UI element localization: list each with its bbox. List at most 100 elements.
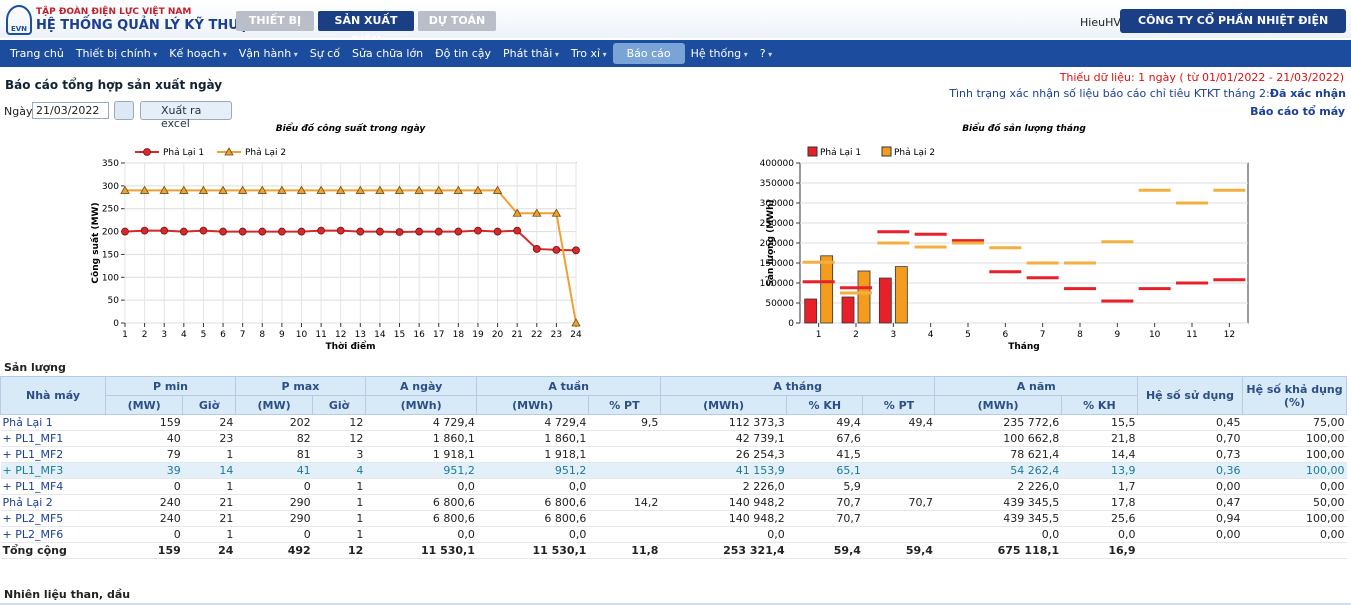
th: (MWh) <box>364 395 478 415</box>
cell: 40 <box>105 430 183 447</box>
y-tick-label: 50 <box>108 296 120 306</box>
row: + PL2_MF5 240 21 290 1 6 800,6 6 800,6 140 948,… <box>0 510 1347 527</box>
nav-item[interactable]: Phát thải <box>497 43 565 64</box>
cell: 112 373,3 <box>660 414 787 431</box>
legend-label: Phả Lại 2 <box>245 147 286 158</box>
cell: 81 <box>235 446 313 463</box>
th: (MW) <box>234 395 314 415</box>
nav-item[interactable]: Trang chủ <box>10 47 64 60</box>
export-button[interactable]: Xuất ra excel <box>140 101 232 130</box>
x-tick-label: 8 <box>1077 330 1083 340</box>
y-tick-label: 50000 <box>765 299 794 309</box>
cell[interactable]: + PL1_MF2 <box>0 446 106 463</box>
cell: 1 <box>182 526 236 543</box>
cell: 0,0 <box>365 478 477 495</box>
cell: 78 621,4 <box>934 446 1062 463</box>
y-tick-label: 100000 <box>760 279 795 289</box>
cell: 0,00 <box>1137 478 1243 495</box>
cell: 1 <box>312 494 366 511</box>
refresh-button[interactable] <box>114 101 134 120</box>
point <box>572 246 580 255</box>
cell: 1,7 <box>1061 478 1138 495</box>
cell: 0,0 <box>660 526 787 543</box>
y-tick-label: 0 <box>788 319 794 329</box>
row: + PL1_MF4 0 1 0 1 0,0 0,0 2 226,0 5,9 2 226,0 1,7 0… <box>0 478 1347 495</box>
nav-item[interactable]: Thiết bị chính <box>70 43 163 64</box>
nav-item[interactable]: ? <box>754 43 778 64</box>
nav-item[interactable]: Sự cố <box>309 47 340 60</box>
unit-report-link[interactable]: Báo cáo tổ máy <box>1250 105 1345 118</box>
nav-item[interactable]: Tro xỉ <box>565 43 613 64</box>
charts: Biểu đồ công suất trong ngày Thời điểm Côn… <box>90 122 1249 352</box>
status-text: Tình trạng xác nhận số liệu báo cáo chỉ … <box>949 87 1270 100</box>
point <box>355 185 365 194</box>
cell: 100 662,8 <box>934 430 1062 447</box>
cell[interactable]: + PL2_MF6 <box>0 526 106 543</box>
cell: 6 800,6 <box>365 510 477 527</box>
cell <box>862 430 935 447</box>
tab[interactable]: DỰ TOÁN <box>418 11 496 31</box>
cell: 0,73 <box>1137 446 1243 463</box>
cell[interactable]: Tổng cộng <box>0 542 106 559</box>
cell: 0,36 <box>1137 462 1243 479</box>
user[interactable]: HieuHV <box>1080 16 1121 29</box>
cell: 12 <box>312 414 366 431</box>
x-tick-label: 6 <box>1002 330 1008 340</box>
point <box>434 227 443 236</box>
point <box>336 185 346 194</box>
tab[interactable]: THIẾT BỊ <box>236 11 314 31</box>
cell: 0,0 <box>476 526 589 543</box>
x-tick-label: 9 <box>279 330 285 340</box>
cell: 11 530,1 <box>365 542 477 559</box>
cell: 24 <box>182 414 236 431</box>
nav-item[interactable]: Báo cáo <box>612 43 685 64</box>
cell: 6 800,6 <box>365 494 477 511</box>
legend-marker <box>224 147 234 156</box>
point <box>532 245 541 253</box>
cell: 290 <box>235 494 313 511</box>
nav-item[interactable]: Vận hành <box>233 43 304 64</box>
row: + PL1_MF1 40 23 82 12 1 860,1 1 860,1 42 739,1 6… <box>0 430 1347 447</box>
cell: 100,00 <box>1242 446 1347 463</box>
bar <box>894 266 908 324</box>
bar <box>841 296 855 324</box>
nav-item[interactable]: Kế hoạch <box>163 43 233 64</box>
cell: 15,5 <box>1061 414 1138 431</box>
cell[interactable]: + PL1_MF1 <box>0 430 106 447</box>
point <box>140 226 149 235</box>
th: Giờ <box>312 395 366 415</box>
legend-label: Phả Lại 1 <box>163 147 204 158</box>
point <box>493 227 502 236</box>
th: A ngày <box>364 376 478 396</box>
date-input[interactable]: 21/03/2022 <box>32 102 109 119</box>
cell: 951,2 <box>365 462 477 479</box>
cell: 1 <box>312 478 366 495</box>
cell[interactable]: Phả Lại 1 <box>0 414 106 431</box>
nav-bar: Trang chủ Thiết bị chínhKế hoạchVận hành S… <box>0 40 1351 67</box>
cell: 159 <box>105 414 183 431</box>
cell: 439 345,5 <box>934 494 1062 511</box>
cell: 0,70 <box>1137 430 1243 447</box>
company[interactable]: CÔNG TY CỔ PHẦN NHIỆT ĐIỆN PHẢ LẠI <box>1120 9 1346 51</box>
point <box>218 185 228 194</box>
nav-item[interactable]: Sửa chữa lớn <box>351 47 424 60</box>
x-tick-label: 7 <box>1040 330 1046 340</box>
tab[interactable]: SẢN XUẤT ĐIỆN <box>318 11 414 47</box>
cell <box>862 526 935 543</box>
x-tick-label: 3 <box>161 330 167 340</box>
cell <box>588 446 661 463</box>
cell: 0,47 <box>1137 494 1243 511</box>
nav-item[interactable]: Độ tin cậy <box>435 47 492 60</box>
bar <box>878 277 892 324</box>
th: % KH <box>1060 395 1139 415</box>
cell <box>588 510 661 527</box>
cell: 1 860,1 <box>365 430 477 447</box>
th: P min <box>105 376 236 396</box>
cell[interactable]: Phả Lại 2 <box>0 494 106 511</box>
cell[interactable]: + PL1_MF4 <box>0 478 106 495</box>
cell[interactable]: + PL1_MF3 <box>0 462 106 479</box>
cell[interactable]: + PL2_MF5 <box>0 510 106 527</box>
row: + PL2_MF6 0 1 0 1 0,0 0,0 0,0 0,0 0,0 0,00 0,00 <box>0 526 1347 543</box>
row: Tổng cộng 159 24 492 12 11 530,1 11 530,1 11,8 2… <box>0 542 1347 559</box>
nav-item[interactable]: Hệ thống <box>685 43 754 64</box>
